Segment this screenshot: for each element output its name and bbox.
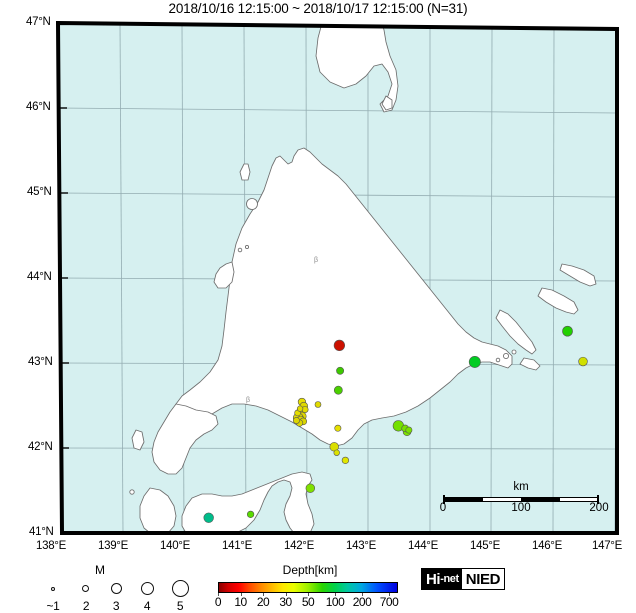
coastlines bbox=[129, 23, 597, 533]
epicenter-marker[interactable] bbox=[336, 366, 345, 375]
scale-bar-title: km bbox=[513, 481, 529, 493]
lat-label-46n: 46°N bbox=[26, 101, 51, 113]
epicenter-marker[interactable] bbox=[333, 449, 340, 456]
scale-label-100: 100 bbox=[511, 502, 531, 514]
lon-label-140e: 140°E bbox=[160, 540, 190, 552]
lon-label-146e: 146°E bbox=[532, 540, 562, 552]
depth-tick-label: 200 bbox=[352, 595, 372, 609]
depth-tick-label: 50 bbox=[301, 595, 315, 609]
epicenter-marker[interactable] bbox=[203, 512, 214, 523]
scale-seg-2 bbox=[521, 498, 560, 501]
depth-tick-mark bbox=[389, 593, 390, 596]
depth-tick-mark bbox=[362, 593, 363, 596]
depth-tick-label: 100 bbox=[325, 595, 345, 609]
epicenter-marker[interactable] bbox=[578, 356, 588, 367]
map-canvas[interactable]: β β bbox=[0, 0, 636, 560]
depth-tick-mark bbox=[308, 593, 309, 596]
svg-text:β: β bbox=[314, 257, 318, 264]
depth-legend-title: Depth[km] bbox=[282, 563, 338, 577]
magnitude-symbol-2 bbox=[82, 585, 89, 592]
depth-tick-mark bbox=[263, 593, 264, 596]
logo-hi: Hi bbox=[426, 570, 441, 588]
epicenter-marker[interactable] bbox=[562, 325, 573, 337]
magnitude-label-3: 3 bbox=[112, 599, 120, 613]
epicenter-markers[interactable] bbox=[203, 325, 588, 523]
lon-label-147e: 147°E bbox=[592, 540, 622, 552]
scale-label-200: 200 bbox=[589, 502, 609, 514]
depth-tick-mark bbox=[240, 593, 242, 596]
depth-tick-mark bbox=[285, 593, 287, 596]
scale-bar: km 0 100 200 bbox=[440, 481, 609, 514]
lon-label-145e: 145°E bbox=[470, 540, 500, 552]
depth-legend: Depth[km] 0 10 20 30 50 100 200 700 bbox=[212, 563, 408, 610]
map-frame bbox=[55, 20, 619, 535]
epicenter-marker[interactable] bbox=[405, 426, 413, 434]
epicenter-marker[interactable] bbox=[296, 405, 304, 412]
logo-hinet: Hi -net bbox=[422, 569, 462, 589]
lon-label-138e: 138°E bbox=[36, 540, 66, 552]
scale-label-0: 0 bbox=[439, 502, 447, 514]
lon-label-141e: 141°E bbox=[222, 540, 252, 552]
epicenter-marker[interactable] bbox=[246, 510, 255, 518]
scale-seg-1 bbox=[444, 498, 483, 501]
depth-tick-label: 20 bbox=[256, 595, 270, 609]
scale-end-left bbox=[443, 495, 445, 504]
lat-label-41n: 41°N bbox=[29, 526, 54, 538]
axis-ticks bbox=[58, 22, 70, 534]
lat-label-42n: 42°N bbox=[28, 441, 53, 453]
magnitude-label-5: 5 bbox=[176, 599, 184, 613]
epicenter-marker[interactable] bbox=[468, 356, 481, 368]
lon-label-139e: 139°E bbox=[98, 540, 128, 552]
page-title: 2018/10/16 12:15:00 ~ 2018/10/17 12:15:0… bbox=[168, 1, 468, 16]
epicenter-marker[interactable] bbox=[305, 483, 316, 493]
depth-tick-label: 700 bbox=[379, 595, 399, 609]
epicenter-marker[interactable] bbox=[333, 385, 343, 395]
depth-colorbar[interactable] bbox=[218, 582, 398, 593]
lon-label-144e: 144°E bbox=[408, 540, 438, 552]
epicenter-marker[interactable] bbox=[292, 417, 300, 424]
magnitude-symbol-3 bbox=[111, 583, 122, 594]
lat-label-44n: 44°N bbox=[27, 271, 52, 283]
epicenter-marker[interactable] bbox=[314, 401, 322, 408]
hinet-nied-logo: Hi -net NIED bbox=[421, 568, 506, 590]
magnitude-label-1: ~1 bbox=[46, 599, 60, 613]
depth-tick-mark bbox=[218, 593, 219, 596]
depth-colorbar-ticks: 0 10 20 30 50 100 200 700 bbox=[212, 593, 408, 610]
epicenter-marker[interactable] bbox=[341, 456, 350, 464]
magnitude-symbol-5 bbox=[172, 580, 189, 597]
magnitude-legend-title: M bbox=[95, 563, 105, 577]
map-interior-marks: β β bbox=[246, 257, 318, 404]
lat-label-45n: 45°N bbox=[27, 186, 52, 198]
lat-label-47n: 47°N bbox=[26, 16, 51, 28]
lon-label-142e: 142°E bbox=[284, 540, 314, 552]
scale-end-right bbox=[597, 495, 599, 504]
magnitude-symbol-4 bbox=[141, 582, 154, 595]
depth-tick-label: 0 bbox=[214, 595, 222, 609]
svg-text:β: β bbox=[246, 397, 250, 404]
logo-nied: NIED bbox=[461, 569, 505, 589]
magnitude-label-2: 2 bbox=[82, 599, 90, 613]
epicenter-marker[interactable] bbox=[333, 339, 346, 352]
magnitude-symbol-1 bbox=[51, 587, 55, 591]
depth-tick-mark bbox=[335, 593, 336, 596]
lon-label-143e: 143°E bbox=[346, 540, 376, 552]
depth-tick-label: 30 bbox=[279, 595, 292, 609]
magnitude-label-4: 4 bbox=[143, 599, 151, 613]
depth-tick-label: 10 bbox=[234, 595, 247, 609]
logo-net: -net bbox=[440, 573, 459, 585]
magnitude-legend: M ~1 2 3 4 5 bbox=[22, 563, 192, 613]
lat-label-43n: 43°N bbox=[28, 356, 53, 368]
epicenter-marker[interactable] bbox=[334, 424, 342, 432]
